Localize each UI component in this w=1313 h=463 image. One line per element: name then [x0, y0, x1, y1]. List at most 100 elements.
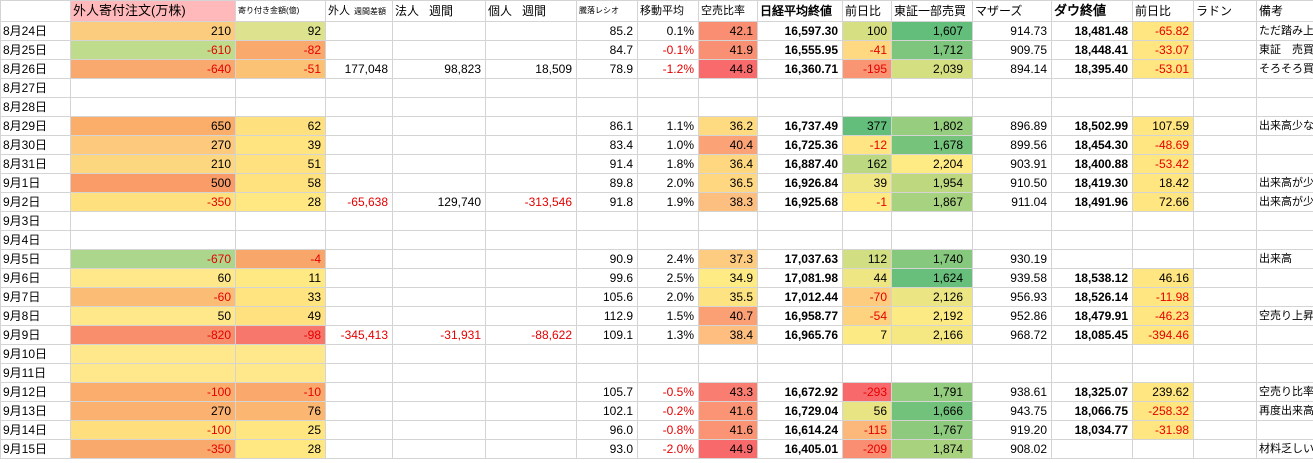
cell-dow-close[interactable]: 18,325.07: [1051, 382, 1133, 402]
cell-foreign-open-orders[interactable]: 50: [70, 306, 236, 326]
cell-notes[interactable]: 材料乏しい中の 空売り: [1256, 439, 1313, 459]
header-dow-close[interactable]: ダウ終値: [1051, 0, 1133, 22]
cell-date[interactable]: 9月10日: [0, 344, 71, 364]
cell-nikkei-close[interactable]: 16,925.68: [757, 192, 843, 212]
cell-short-sell-ratio[interactable]: [698, 97, 758, 117]
cell-notes[interactable]: [1256, 325, 1313, 345]
cell-radon[interactable]: [1193, 249, 1257, 269]
cell-moving-average[interactable]: 1.8%: [637, 154, 699, 174]
cell-dow-change[interactable]: 72.66: [1132, 192, 1194, 212]
cell-corporate-weekly[interactable]: [392, 211, 486, 231]
cell-tse1-volume[interactable]: 1,791: [891, 382, 973, 402]
header-foreign-open-orders[interactable]: 外人寄付注文(万株): [70, 0, 236, 22]
cell-date[interactable]: 9月7日: [0, 287, 71, 307]
cell-date[interactable]: 8月24日: [0, 21, 71, 41]
cell-dow-change[interactable]: -11.98: [1132, 287, 1194, 307]
cell-short-sell-ratio[interactable]: [698, 230, 758, 250]
cell-foreign-weekly[interactable]: [325, 40, 393, 60]
cell-corporate-weekly[interactable]: [392, 363, 486, 383]
cell-updown-ratio[interactable]: 86.1: [576, 116, 638, 136]
cell-tse1-volume[interactable]: 1,740: [891, 249, 973, 269]
cell-nikkei-close[interactable]: 16,965.76: [757, 325, 843, 345]
cell-foreign-open-orders[interactable]: [70, 211, 236, 231]
cell-tse1-volume[interactable]: [891, 230, 973, 250]
cell-foreign-weekly[interactable]: [325, 287, 393, 307]
cell-foreign-weekly[interactable]: [325, 154, 393, 174]
cell-moving-average[interactable]: [637, 78, 699, 98]
cell-nikkei-close[interactable]: [757, 97, 843, 117]
cell-foreign-open-orders[interactable]: -100: [70, 382, 236, 402]
cell-foreign-open-orders[interactable]: 500: [70, 173, 236, 193]
cell-open-amount[interactable]: -4: [235, 249, 326, 269]
cell-nikkei-close[interactable]: 17,081.98: [757, 268, 843, 288]
cell-foreign-weekly[interactable]: [325, 439, 393, 459]
cell-individual-weekly[interactable]: [485, 306, 577, 326]
cell-short-sell-ratio[interactable]: 41.6: [698, 401, 758, 421]
cell-short-sell-ratio[interactable]: 35.5: [698, 287, 758, 307]
cell-moving-average[interactable]: 1.1%: [637, 116, 699, 136]
cell-tse1-volume[interactable]: 1,712: [891, 40, 973, 60]
cell-nikkei-change[interactable]: 39: [842, 173, 892, 193]
cell-individual-weekly[interactable]: [485, 116, 577, 136]
cell-updown-ratio[interactable]: 89.8: [576, 173, 638, 193]
cell-tse1-volume[interactable]: [891, 363, 973, 383]
cell-date[interactable]: 9月9日: [0, 325, 71, 345]
cell-date[interactable]: 8月29日: [0, 116, 71, 136]
cell-short-sell-ratio[interactable]: 41.9: [698, 40, 758, 60]
cell-corporate-weekly[interactable]: [392, 344, 486, 364]
cell-mothers[interactable]: 914.73: [972, 21, 1052, 41]
cell-date[interactable]: 9月14日: [0, 420, 71, 440]
cell-tse1-volume[interactable]: 2,192: [891, 306, 973, 326]
cell-nikkei-close[interactable]: 16,725.36: [757, 135, 843, 155]
cell-corporate-weekly[interactable]: [392, 97, 486, 117]
cell-dow-close[interactable]: 18,400.88: [1051, 154, 1133, 174]
cell-date[interactable]: 9月12日: [0, 382, 71, 402]
cell-foreign-open-orders[interactable]: 650: [70, 116, 236, 136]
header-tse1-volume[interactable]: 東証一部売買: [891, 0, 973, 22]
header-updown-ratio[interactable]: 騰落レシオ: [576, 0, 638, 22]
cell-short-sell-ratio[interactable]: 43.3: [698, 382, 758, 402]
cell-date[interactable]: 9月6日: [0, 268, 71, 288]
cell-nikkei-change[interactable]: -115: [842, 420, 892, 440]
cell-date[interactable]: 9月11日: [0, 363, 71, 383]
cell-dow-change[interactable]: -33.07: [1132, 40, 1194, 60]
cell-nikkei-close[interactable]: 16,405.01: [757, 439, 843, 459]
cell-updown-ratio[interactable]: 78.9: [576, 59, 638, 79]
cell-dow-change[interactable]: -48.69: [1132, 135, 1194, 155]
cell-foreign-weekly[interactable]: [325, 97, 393, 117]
cell-nikkei-close[interactable]: 16,926.84: [757, 173, 843, 193]
cell-dow-close[interactable]: 18,034.77: [1051, 420, 1133, 440]
header-moving-average[interactable]: 移動平均: [637, 0, 699, 22]
cell-foreign-open-orders[interactable]: -350: [70, 439, 236, 459]
cell-corporate-weekly[interactable]: [392, 154, 486, 174]
cell-date[interactable]: 8月31日: [0, 154, 71, 174]
cell-date[interactable]: 8月26日: [0, 59, 71, 79]
cell-individual-weekly[interactable]: [485, 363, 577, 383]
cell-short-sell-ratio[interactable]: [698, 78, 758, 98]
cell-foreign-open-orders[interactable]: [70, 78, 236, 98]
cell-corporate-weekly[interactable]: [392, 287, 486, 307]
header-dow-change[interactable]: 前日比: [1132, 0, 1194, 22]
cell-moving-average[interactable]: -0.8%: [637, 420, 699, 440]
cell-short-sell-ratio[interactable]: 36.4: [698, 154, 758, 174]
cell-mothers[interactable]: [972, 97, 1052, 117]
cell-mothers[interactable]: [972, 344, 1052, 364]
cell-individual-weekly[interactable]: [485, 420, 577, 440]
cell-individual-weekly[interactable]: -313,546: [485, 192, 577, 212]
cell-mothers[interactable]: 956.93: [972, 287, 1052, 307]
cell-updown-ratio[interactable]: 84.7: [576, 40, 638, 60]
cell-tse1-volume[interactable]: 1,607: [891, 21, 973, 41]
cell-notes[interactable]: [1256, 230, 1313, 250]
cell-dow-change[interactable]: -65.82: [1132, 21, 1194, 41]
cell-nikkei-close[interactable]: 16,597.30: [757, 21, 843, 41]
cell-dow-close[interactable]: [1051, 439, 1133, 459]
cell-date[interactable]: 9月13日: [0, 401, 71, 421]
cell-open-amount[interactable]: [235, 344, 326, 364]
cell-foreign-weekly[interactable]: [325, 401, 393, 421]
cell-dow-change[interactable]: -46.23: [1132, 306, 1194, 326]
cell-tse1-volume[interactable]: 1,666: [891, 401, 973, 421]
cell-corporate-weekly[interactable]: [392, 420, 486, 440]
cell-nikkei-close[interactable]: [757, 78, 843, 98]
cell-nikkei-change[interactable]: [842, 211, 892, 231]
header-corporate-weekly[interactable]: 法人 週間: [392, 0, 486, 22]
